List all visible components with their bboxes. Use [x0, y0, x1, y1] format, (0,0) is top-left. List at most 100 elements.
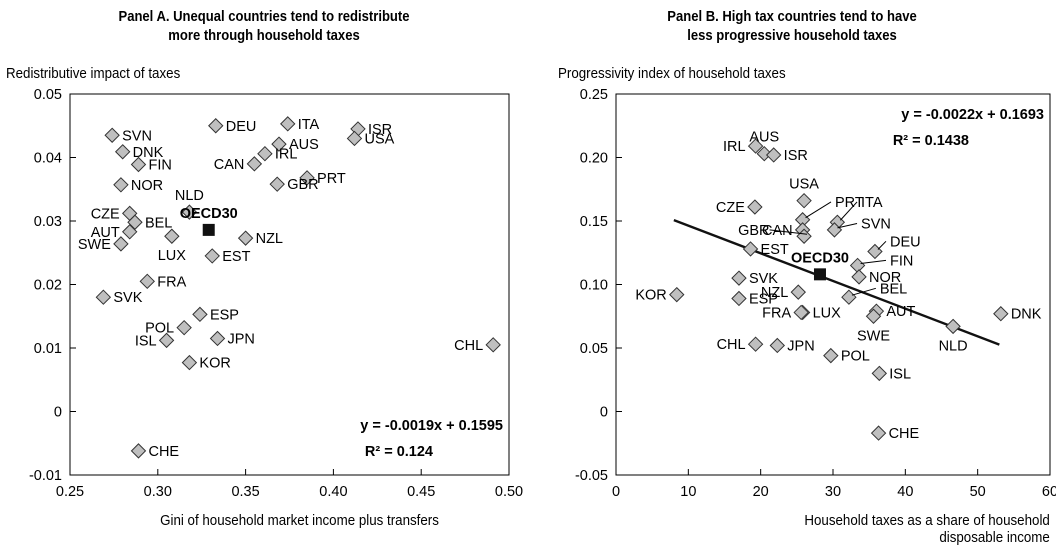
panel-a-r-squared: R² = 0.124 [365, 444, 433, 460]
panel-a-x-tick-label: 0.35 [231, 484, 259, 500]
panel-a-point-aut [121, 224, 138, 240]
panel-b-x-tick-label: 60 [1042, 484, 1056, 500]
panel-b-x-axis-label-line-1: Household taxes as a share of household [804, 513, 1050, 529]
panel-a-point-label-gbr: GBR [287, 177, 318, 193]
panel-a-point-label-swe: SWE [78, 237, 111, 253]
panel-a-point-svn [104, 127, 120, 143]
panel-b-point-nld [945, 318, 961, 335]
panel-b-x-axis-label-line-2: disposable income [939, 530, 1050, 546]
panel-a-point-irl [257, 145, 273, 162]
panel-b-r-squared: R² = 0.1438 [893, 133, 969, 149]
panel-b-point-dnk [993, 306, 1009, 322]
panel-a-y-tick-label: 0 [54, 405, 62, 421]
panel-b-x-axis-label: Household taxes as a share of household … [805, 513, 1050, 547]
panel-b-y-tick-label: -0.05 [575, 468, 608, 484]
panel-b-x-tick-label: 40 [897, 484, 913, 500]
panel-a-point-esp [192, 306, 208, 323]
panel-a-point-nld [181, 204, 198, 220]
panel-a-title: Panel A. Unequal countries tend to redis… [26, 8, 501, 46]
panel-a-y-tick-label: 0.02 [34, 278, 62, 294]
panel-a-point-label-isl: ISL [135, 333, 157, 349]
panel-a-point-usa [346, 130, 363, 147]
panel-b-point-svk [731, 270, 747, 286]
panel-b-point-gbr [796, 228, 812, 244]
panel-a-y-tick-label: 0.01 [34, 341, 62, 357]
panel-b-point-label-isr: ISR [784, 148, 808, 164]
panel-a-point-can [246, 156, 263, 172]
panel-a-reference-marker [202, 223, 215, 236]
panel-b-leader-line-gbr [769, 229, 808, 235]
panel-a-point-label-dnk: DNK [133, 145, 164, 161]
panel-a-point-label-est: EST [222, 249, 250, 265]
panel-a-point-ita [280, 116, 296, 132]
panel-b-point-label-swe: SWE [857, 328, 890, 344]
panel-b-point-label-fra: FRA [762, 305, 791, 321]
panel-b-point-jpn [769, 337, 786, 354]
panel-b-point-label-svn: SVN [861, 217, 891, 233]
panel-a-point-bel [127, 214, 143, 230]
panel-b-point-deu [867, 243, 883, 260]
panel-a-y-tick-label: 0.03 [34, 214, 62, 230]
panel-b-point-label-usa: USA [789, 177, 819, 193]
panel-b-point-kor [669, 286, 685, 303]
panel-a-regression-equation: y = -0.0019x + 0.1595 [360, 418, 503, 434]
panel-b-point-swe [865, 308, 882, 324]
panel-a-y-tick-label: -0.01 [29, 468, 62, 484]
panel-b-point-label-esp: ESP [749, 291, 778, 307]
panel-a-point-fra [139, 273, 155, 290]
panel-a-point-che [130, 443, 147, 459]
panel-a-y-axis-label: Redistributive impact of taxes [6, 66, 181, 82]
panel-b-point-fra [793, 304, 809, 321]
panel-a-point-label-fra: FRA [157, 274, 186, 290]
panel-a-point-label-svn: SVN [122, 128, 152, 144]
panel-b-point-label-cze: CZE [716, 200, 745, 216]
panel-a-x-tick-label: 0.45 [407, 484, 435, 500]
panel-a-point-nzl [237, 230, 254, 246]
panel-b-point-label-deu: DEU [890, 234, 921, 250]
panel-b-title: Panel B. High tax countries tend to have… [554, 8, 1029, 46]
panel-a-point-deu [208, 118, 224, 134]
panel-b-point-label-dnk: DNK [1011, 307, 1042, 323]
panel-a-point-label-prt: PRT [317, 171, 346, 187]
panel-a-point-kor [181, 354, 198, 371]
panel-b-y-tick-label: 0.05 [580, 341, 608, 357]
panel-b-point-che [870, 425, 887, 441]
panel-b-point-label-prt: PRT [835, 195, 864, 211]
panel-a-point-jpn [209, 330, 226, 347]
panel-b-point-chl [747, 336, 764, 352]
panel-b-reference-marker [813, 268, 826, 281]
panel-a-point-label-nor: NOR [131, 178, 163, 194]
panel-a-point-label-isr: ISR [368, 122, 392, 138]
panel-a-point-label-fin: FIN [148, 157, 171, 173]
panel-a-point-label-aut: AUT [91, 225, 120, 241]
panel-a-y-tick-label: 0.04 [34, 151, 62, 167]
panel-a-point-label-ita: ITA [298, 117, 320, 133]
panel-b-leader-line-svn [837, 223, 858, 229]
panel-a-point-pol [176, 319, 192, 336]
panel-b-leader-line-deu [877, 240, 887, 250]
panel-a-reference-label: OECD30 [180, 206, 238, 222]
panel-b-point-label-jpn: JPN [787, 338, 814, 354]
panel-a-point-label-deu: DEU [226, 119, 257, 135]
panel-b-point-label-nld: NLD [939, 338, 968, 354]
panel-b-point-usa [796, 192, 812, 209]
panel-b-y-axis-label: Progressivity index of household taxes [558, 66, 786, 82]
panel-b-reference-label: OECD30 [791, 250, 849, 266]
panel-b-point-nor [851, 269, 867, 285]
panel-b-plot-frame [615, 93, 1051, 476]
panel-a-point-lux [164, 228, 180, 244]
panel-b-point-label-pol: POL [841, 349, 870, 365]
panel-a-point-gbr [269, 176, 285, 192]
panel-a-title-line-1: Panel A. Unequal countries tend to redis… [118, 9, 410, 25]
panel-b-point-label-ita: ITA [861, 195, 883, 211]
panel-b-point-esp [731, 290, 747, 307]
panel-b-trend-line [673, 218, 1000, 346]
panel-a-point-chl [485, 337, 501, 353]
panel-b-point-label-chl: CHL [717, 337, 746, 353]
panel-b-point-isl [871, 365, 888, 382]
panel-b-point-label-est: EST [761, 242, 789, 258]
panel-b-y-tick-label: 0.10 [580, 278, 608, 294]
panel-b-point-label-fin: FIN [890, 253, 913, 269]
panel-b-point-label-isl: ISL [889, 366, 911, 382]
panel-a-point-label-pol: POL [145, 321, 174, 337]
